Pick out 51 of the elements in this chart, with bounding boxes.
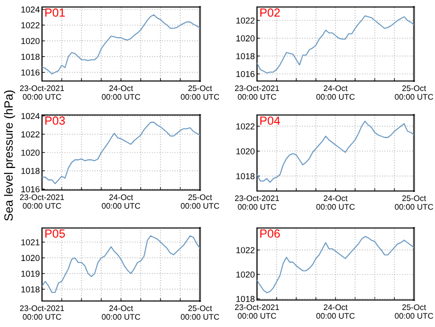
x-tick-label: 25-Oct 00:00 UTC xyxy=(180,85,220,100)
y-tick-label: 1018 xyxy=(236,173,255,180)
y-tick-label: 1016 xyxy=(236,70,255,78)
chart-title: P01 xyxy=(45,8,65,17)
y-tick-label: 1018 xyxy=(21,54,40,60)
line-series xyxy=(257,236,414,294)
x-tick-label: 24-Oct 00:00 UTC xyxy=(102,305,140,320)
x-tick-label: 25-Oct 00:00 UTC xyxy=(394,195,434,210)
y-tick-label: 1022 xyxy=(21,131,40,138)
line-series xyxy=(257,15,414,74)
chart-title: P02 xyxy=(260,8,280,17)
x-tick-label: 23-Oct-2021 00:00 UTC xyxy=(20,194,64,209)
x-tick-label: 24-Oct 00:00 UTC xyxy=(102,194,140,209)
y-tick-label: 1022 xyxy=(236,17,254,24)
y-tick-label: 1020 xyxy=(21,38,40,44)
x-tick-label: 23-Oct-2021 00:00 UTC xyxy=(235,304,279,319)
y-tick-label: 1020 xyxy=(236,35,255,42)
y-tick-label: 1020 xyxy=(21,150,40,156)
chart-title: P03 xyxy=(45,116,65,125)
x-tick-label: 24-Oct 00:00 UTC xyxy=(316,195,355,210)
x-tick-label: 25-Oct 00:00 UTC xyxy=(394,85,434,100)
y-tick-label: 1020 xyxy=(236,148,255,154)
x-tick-label: 24-Oct 00:00 UTC xyxy=(102,85,140,100)
x-tick-label: 25-Oct 00:00 UTC xyxy=(180,194,220,209)
x-tick-label: 25-Oct 00:00 UTC xyxy=(394,304,434,319)
x-tick-label: 23-Oct-2021 00:00 UTC xyxy=(20,305,64,320)
y-tick-label: 1019 xyxy=(21,270,40,277)
chart-title: P04 xyxy=(260,116,280,125)
y-tick-label: 1016 xyxy=(21,186,40,192)
chart-title: P05 xyxy=(45,229,65,238)
y-tick-label: 1018 xyxy=(21,168,40,174)
y-tick-label: 1020 xyxy=(21,254,40,262)
y-tick-label: 1018 xyxy=(236,296,255,302)
y-tick-label: 1018 xyxy=(236,53,255,60)
y-tick-label: 1020 xyxy=(236,271,255,278)
x-tick-label: 24-Oct 00:00 UTC xyxy=(316,85,355,100)
chart-title: P06 xyxy=(260,229,280,238)
y-tick-label: 1024 xyxy=(21,6,40,13)
x-tick-label: 23-Oct-2021 00:00 UTC xyxy=(235,85,279,100)
y-axis-title: Sea level pressure (hPa) xyxy=(4,90,16,221)
y-tick-label: 1021 xyxy=(21,239,40,246)
y-tick-label: 1024 xyxy=(21,113,40,120)
x-tick-label: 23-Oct-2021 00:00 UTC xyxy=(20,85,64,100)
y-tick-label: 1022 xyxy=(236,247,254,254)
y-tick-label: 1022 xyxy=(21,22,40,28)
y-tick-label: 1016 xyxy=(21,69,40,76)
y-tick-label: 1022 xyxy=(236,123,254,130)
x-tick-label: 25-Oct 00:00 UTC xyxy=(180,305,220,320)
x-tick-label: 24-Oct 00:00 UTC xyxy=(316,304,355,319)
y-tick-label: 1018 xyxy=(21,286,40,292)
x-tick-label: 23-Oct-2021 00:00 UTC xyxy=(235,195,279,210)
